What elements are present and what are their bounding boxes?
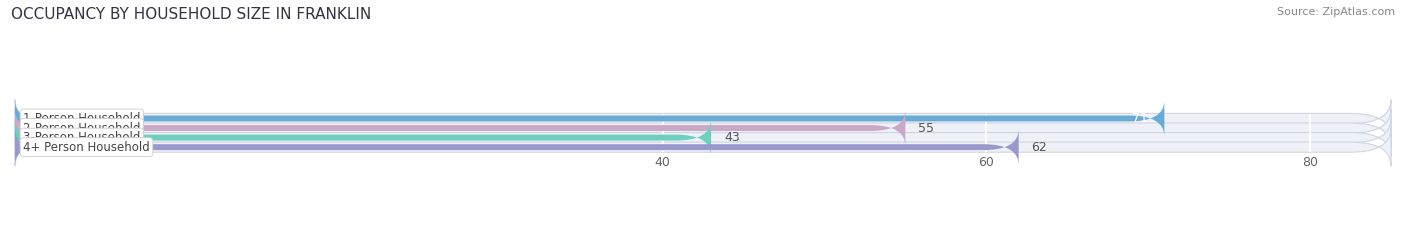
Text: 71: 71	[1132, 112, 1149, 125]
Text: 2-Person Household: 2-Person Household	[22, 122, 141, 134]
Text: OCCUPANCY BY HOUSEHOLD SIZE IN FRANKLIN: OCCUPANCY BY HOUSEHOLD SIZE IN FRANKLIN	[11, 7, 371, 22]
FancyBboxPatch shape	[15, 99, 1391, 137]
Text: 1-Person Household: 1-Person Household	[22, 112, 141, 125]
FancyBboxPatch shape	[15, 100, 1164, 137]
Text: 3-Person Household: 3-Person Household	[22, 131, 141, 144]
FancyBboxPatch shape	[15, 129, 1019, 165]
FancyBboxPatch shape	[15, 110, 905, 146]
Text: 4+ Person Household: 4+ Person Household	[22, 141, 150, 154]
FancyBboxPatch shape	[15, 119, 1391, 156]
Text: 55: 55	[918, 122, 935, 134]
Text: 62: 62	[1032, 141, 1047, 154]
Text: Source: ZipAtlas.com: Source: ZipAtlas.com	[1277, 7, 1395, 17]
FancyBboxPatch shape	[15, 120, 711, 156]
FancyBboxPatch shape	[15, 109, 1391, 147]
Text: 43: 43	[724, 131, 740, 144]
FancyBboxPatch shape	[15, 128, 1391, 166]
